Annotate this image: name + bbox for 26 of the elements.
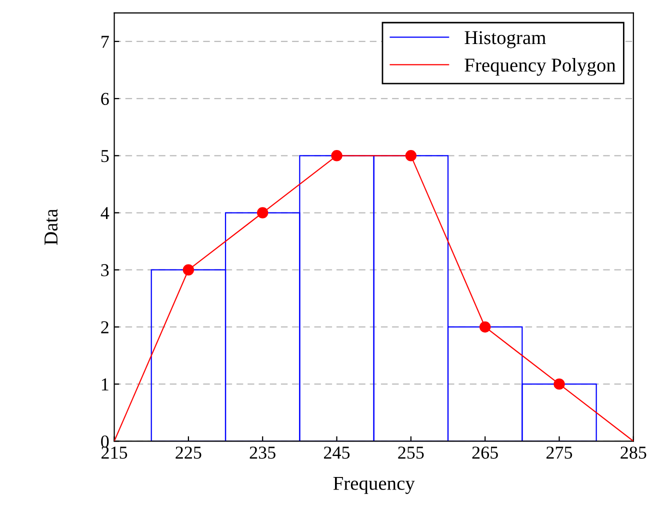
- x-axis-title: Frequency: [333, 477, 415, 494]
- y-tick-label: 7: [102, 36, 109, 48]
- y-tick-label: 3: [101, 264, 109, 276]
- y-tick-label: 6: [101, 92, 109, 105]
- point: [182, 264, 194, 276]
- y-tick-label: 4: [100, 207, 110, 220]
- x-tick-label: 255: [398, 446, 424, 459]
- x-tick-label: 285: [620, 446, 646, 459]
- y-tick-label: 1: [102, 378, 108, 390]
- x-tick-label: 275: [546, 446, 572, 459]
- x-tick-label: 265: [472, 446, 498, 459]
- legend-label: Frequency Polygon: [464, 58, 616, 76]
- x-tick-label: 225: [176, 446, 202, 459]
- y-tick-label: 5: [101, 150, 109, 162]
- point: [405, 150, 417, 162]
- point: [256, 207, 268, 218]
- point: [554, 378, 565, 390]
- y-axis-title: Data: [44, 208, 58, 245]
- y-tick-label: 2: [101, 321, 108, 334]
- x-tick-label: 235: [250, 446, 276, 459]
- point: [479, 321, 491, 333]
- y-tick-label: 0: [101, 435, 109, 448]
- x-tick-label: 245: [324, 446, 350, 459]
- x-tick-label: 215: [102, 446, 128, 459]
- point: [331, 150, 342, 162]
- legend-label: Histogram: [464, 31, 546, 48]
